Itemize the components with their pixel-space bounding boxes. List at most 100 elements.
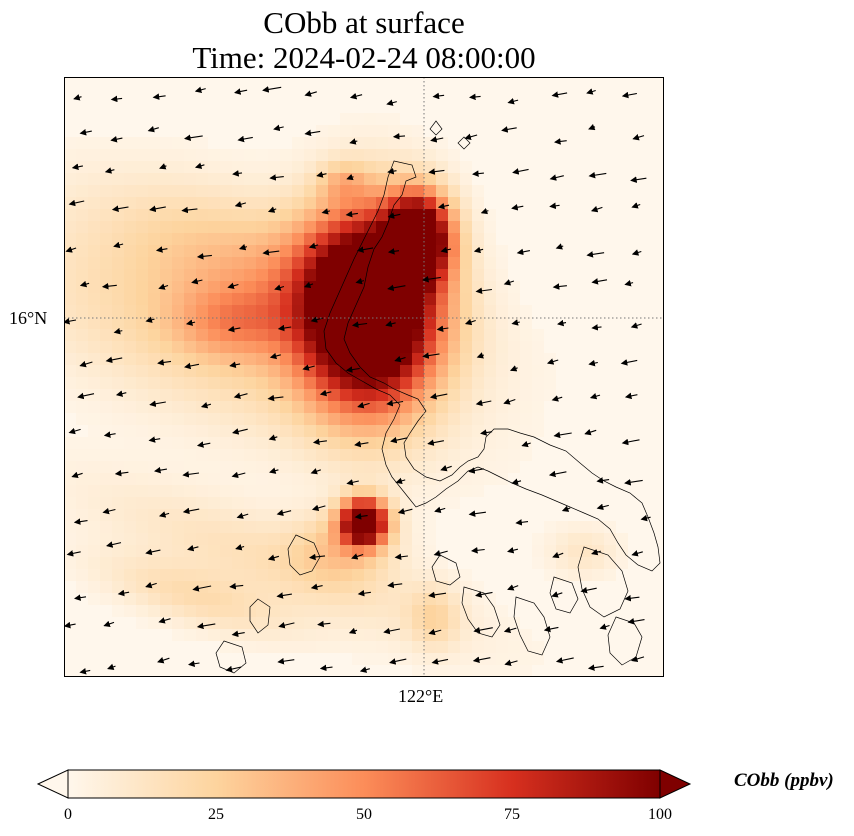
field-cell <box>256 341 268 353</box>
field-cell <box>352 641 364 653</box>
wind-arrow <box>468 467 484 474</box>
field-cell <box>280 365 292 377</box>
field-cell <box>88 545 100 557</box>
field-cell <box>424 425 436 437</box>
field-cell <box>124 401 136 413</box>
field-cell <box>376 629 388 641</box>
field-cell <box>316 281 328 293</box>
field-cell <box>376 581 388 593</box>
field-cell <box>484 413 496 425</box>
field-cell <box>532 641 544 653</box>
wind-arrow <box>152 93 166 100</box>
wind-arrow <box>185 319 196 326</box>
field-cell <box>172 233 184 245</box>
field-cell <box>292 377 304 389</box>
field-cell <box>316 473 328 485</box>
field-cell <box>304 341 316 353</box>
field-cell <box>208 377 220 389</box>
field-cell <box>172 509 184 521</box>
field-cell <box>244 641 256 653</box>
field-cell <box>232 521 244 533</box>
field-cell <box>220 209 232 221</box>
field-cell <box>244 581 256 593</box>
field-cell <box>328 437 340 449</box>
field-cell <box>244 305 256 317</box>
field-cell <box>436 473 448 485</box>
field-cell <box>208 305 220 317</box>
field-cell <box>208 293 220 305</box>
field-cell <box>124 473 136 485</box>
field-cell <box>196 353 208 365</box>
field-cell <box>400 257 412 269</box>
field-cell <box>424 209 436 221</box>
field-cell <box>496 413 508 425</box>
wind-arrow <box>624 478 643 486</box>
field-cell <box>148 449 160 461</box>
field-cell <box>304 329 316 341</box>
field-cell <box>316 293 328 305</box>
field-cell <box>412 485 424 497</box>
field-cell <box>88 413 100 425</box>
field-cell <box>124 413 136 425</box>
field-cell <box>76 293 88 305</box>
field-cell <box>256 149 268 161</box>
field-cell <box>412 521 424 533</box>
wind-arrow <box>395 477 406 485</box>
field-cell <box>124 545 136 557</box>
field-cell <box>64 473 76 485</box>
field-cell <box>124 377 136 389</box>
field-cell <box>76 341 88 353</box>
luzon-coastline <box>323 160 661 572</box>
wind-arrow <box>312 438 327 446</box>
wind-arrow <box>267 394 284 402</box>
field-cell <box>232 149 244 161</box>
field-cell <box>412 425 424 437</box>
field-cell <box>88 533 100 545</box>
field-cell <box>400 389 412 401</box>
field-cell <box>100 497 112 509</box>
field-cell <box>268 161 280 173</box>
field-cell <box>376 365 388 377</box>
field-cell <box>160 485 172 497</box>
field-cell <box>472 389 484 401</box>
field-cell <box>424 653 436 665</box>
field-cell <box>304 233 316 245</box>
field-cell <box>88 149 100 161</box>
field-cell <box>556 521 568 533</box>
field-cell <box>292 449 304 461</box>
field-cell <box>124 365 136 377</box>
wind-arrow <box>630 322 642 329</box>
latitude-tick-label: 16°N <box>9 308 48 328</box>
field-cell <box>592 545 604 557</box>
field-cell <box>436 485 448 497</box>
field-cell <box>328 173 340 185</box>
field-cell <box>280 605 292 617</box>
field-cell <box>376 377 388 389</box>
field-cell <box>472 377 484 389</box>
field-cell <box>292 317 304 329</box>
field-cell <box>268 545 280 557</box>
field-cell <box>136 185 148 197</box>
field-cell <box>532 401 544 413</box>
field-cell <box>76 473 88 485</box>
field-cell <box>484 653 496 665</box>
field-cell <box>268 353 280 365</box>
field-cell <box>352 521 364 533</box>
field-cell <box>484 221 496 233</box>
wind-arrow <box>234 88 248 95</box>
field-cell <box>448 629 460 641</box>
field-cell <box>484 305 496 317</box>
field-cell <box>364 293 376 305</box>
field-cell <box>172 317 184 329</box>
field-cell <box>580 533 592 545</box>
field-cell <box>304 389 316 401</box>
wind-arrow <box>145 548 161 556</box>
field-cell <box>496 389 508 401</box>
wind-arrow <box>392 133 406 140</box>
field-cell <box>256 617 268 629</box>
field-cell <box>208 413 220 425</box>
field-cell <box>328 545 340 557</box>
field-cell <box>304 425 316 437</box>
field-cell <box>520 329 532 341</box>
field-cell <box>172 461 184 473</box>
